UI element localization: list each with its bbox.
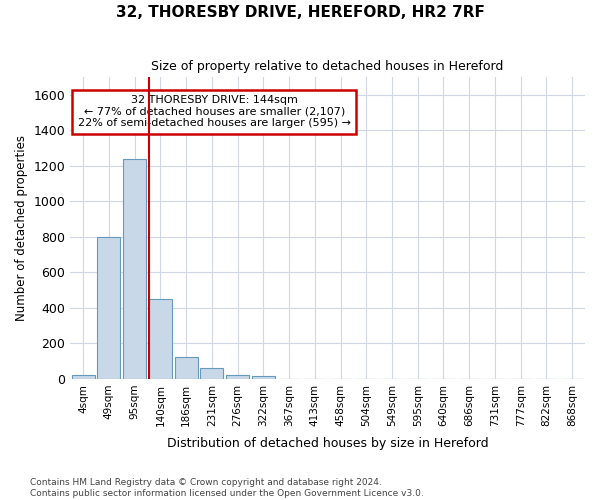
Title: Size of property relative to detached houses in Hereford: Size of property relative to detached ho… bbox=[151, 60, 504, 73]
Text: Contains HM Land Registry data © Crown copyright and database right 2024.
Contai: Contains HM Land Registry data © Crown c… bbox=[30, 478, 424, 498]
Y-axis label: Number of detached properties: Number of detached properties bbox=[15, 135, 28, 321]
Bar bbox=[252, 376, 275, 379]
Bar bbox=[71, 376, 95, 379]
Bar bbox=[123, 158, 146, 379]
Text: 32, THORESBY DRIVE, HEREFORD, HR2 7RF: 32, THORESBY DRIVE, HEREFORD, HR2 7RF bbox=[116, 5, 484, 20]
Bar bbox=[226, 376, 249, 379]
Bar bbox=[97, 237, 121, 379]
Bar bbox=[149, 299, 172, 379]
Text: 32 THORESBY DRIVE: 144sqm
← 77% of detached houses are smaller (2,107)
22% of se: 32 THORESBY DRIVE: 144sqm ← 77% of detac… bbox=[78, 95, 351, 128]
Bar bbox=[200, 368, 223, 379]
Bar bbox=[175, 356, 197, 379]
X-axis label: Distribution of detached houses by size in Hereford: Distribution of detached houses by size … bbox=[167, 437, 488, 450]
